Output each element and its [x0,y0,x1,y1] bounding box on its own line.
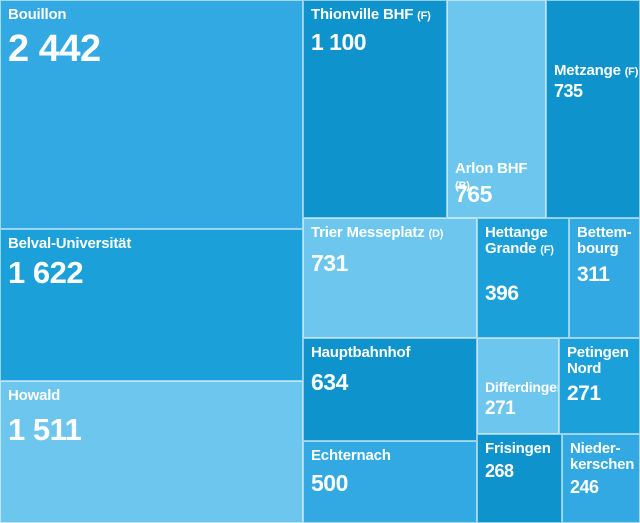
tile-label: Petingen Nord [567,345,629,377]
tile-value: 2 442 [8,28,101,70]
tile-label: Hauptbahnhof [311,345,410,361]
tile-value: 735 [554,81,583,101]
tile-value: 731 [311,250,348,276]
tile-label: Belval-Universität [8,236,131,252]
tile-label: Trier Messeplatz (D) [311,225,443,242]
tile-label: Bettem-bourg [577,224,632,257]
tile-value: 1 511 [8,412,82,447]
tile-bettembourg: Bettem-bourg 311 [569,218,640,338]
tile-country-suffix: (B) [455,180,470,192]
tile-name: Belval-Universität [8,235,132,252]
tile-name: Bouillon [8,6,67,23]
tile-metzange: Metzange (F) 735 [546,0,640,218]
tile-label: Hettange Grande (F) [485,225,554,258]
tile-value: 634 [311,369,348,395]
tile-country-suffix: (F) [540,244,554,256]
tile-name: Differdingen [485,379,559,395]
tile-arlon: Arlon BHF (B) 765 [447,0,546,218]
tile-label: Echternach [311,448,391,464]
tile-belval: Belval-Universität 1 622 [0,229,303,381]
tile-frisingen: Frisingen 268 [477,434,562,523]
tile-value: 311 [577,263,610,286]
tile-thionville: Thionville BHF (F) 1 100 [303,0,447,218]
tile-label: Arlon BHF (B) [455,161,545,194]
tile-value: 271 [485,398,516,419]
tile-label: Frisingen [485,441,551,457]
tile-country-suffix: (F) [417,10,431,22]
tile-label: Metzange (F) [554,63,638,80]
tile-name: Trier Messeplatz [311,224,425,241]
tile-label: Bouillon [8,6,67,23]
tile-name: Howald [8,387,61,404]
tile-value: 246 [570,477,599,497]
tile-value: 1 622 [8,255,84,290]
tile-name: Thionville BHF [311,6,414,23]
tile-howald: Howald 1 511 [0,381,303,523]
tile-country-suffix: (F) [624,66,639,78]
tile-name: Echternach [311,447,391,464]
tile-value: 268 [485,461,514,481]
tile-value: 1 100 [311,29,367,55]
tile-name: Petingen Nord [567,344,629,377]
tile-petingen: Petingen Nord 271 [559,338,640,434]
tile-label: Thionville BHF (F) [311,7,431,24]
tile-label: Howald [8,388,60,404]
tile-country-suffix: (D) [428,228,444,240]
tile-value: 396 [485,282,519,305]
tile-niederkerschen: Nieder-kerschen 246 [562,434,640,523]
tile-value: 765 [455,181,492,207]
tile-name: Hauptbahnhof [311,344,411,361]
tile-value: 500 [311,470,348,496]
tile-value: 271 [567,382,601,405]
tile-bouillon: Bouillon 2 442 [0,0,303,229]
tile-hauptbahnhof: Hauptbahnhof 634 [303,338,477,441]
tile-echternach: Echternach 500 [303,441,477,523]
tile-hettange: Hettange Grande (F) 396 [477,218,569,338]
tile-name: Hettange Grande [485,224,548,257]
tile-name: Nieder-kerschen [570,440,635,473]
tile-differdingen: Differdingen 271 [477,338,559,434]
tile-name: Frisingen [485,440,551,457]
tile-name: Bettem-bourg [577,224,632,257]
tile-label: Differdingen [485,379,559,395]
tile-trier: Trier Messeplatz (D) 731 [303,218,477,338]
tile-name: Arlon BHF [455,160,528,177]
tile-label: Nieder-kerschen [570,441,634,473]
tile-name: Metzange [554,62,621,79]
